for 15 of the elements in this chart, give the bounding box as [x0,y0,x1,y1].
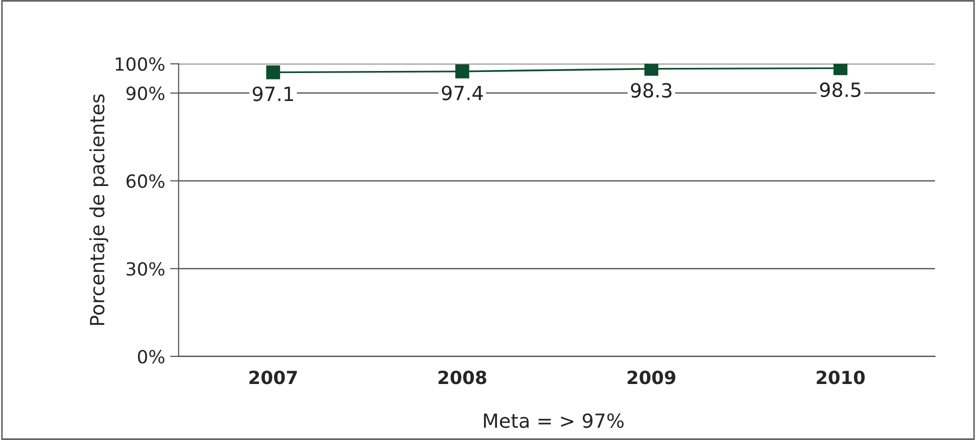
text: Meta = > 97% [484,413,624,428]
data-label: 97.1 [252,86,294,102]
x-tick-label: 2008 [438,370,486,384]
y-axis-title: Porcentaje de pacientes [89,94,108,325]
x-tick-label: 2010 [816,370,865,384]
y-tick-label: 30% [126,262,164,276]
data-label: 97.4 [442,86,483,100]
y-tick-label: 90% [126,86,164,100]
x-tick-label: 2009 [628,370,676,384]
y-tick-label: 0% [138,350,164,364]
data-label: 98.5 [820,82,860,98]
y-tick-label: 100% [116,57,164,71]
y-tick-label: 60% [126,174,164,188]
data-label: 98.3 [630,83,672,98]
x-tick-label: 2007 [249,370,297,384]
